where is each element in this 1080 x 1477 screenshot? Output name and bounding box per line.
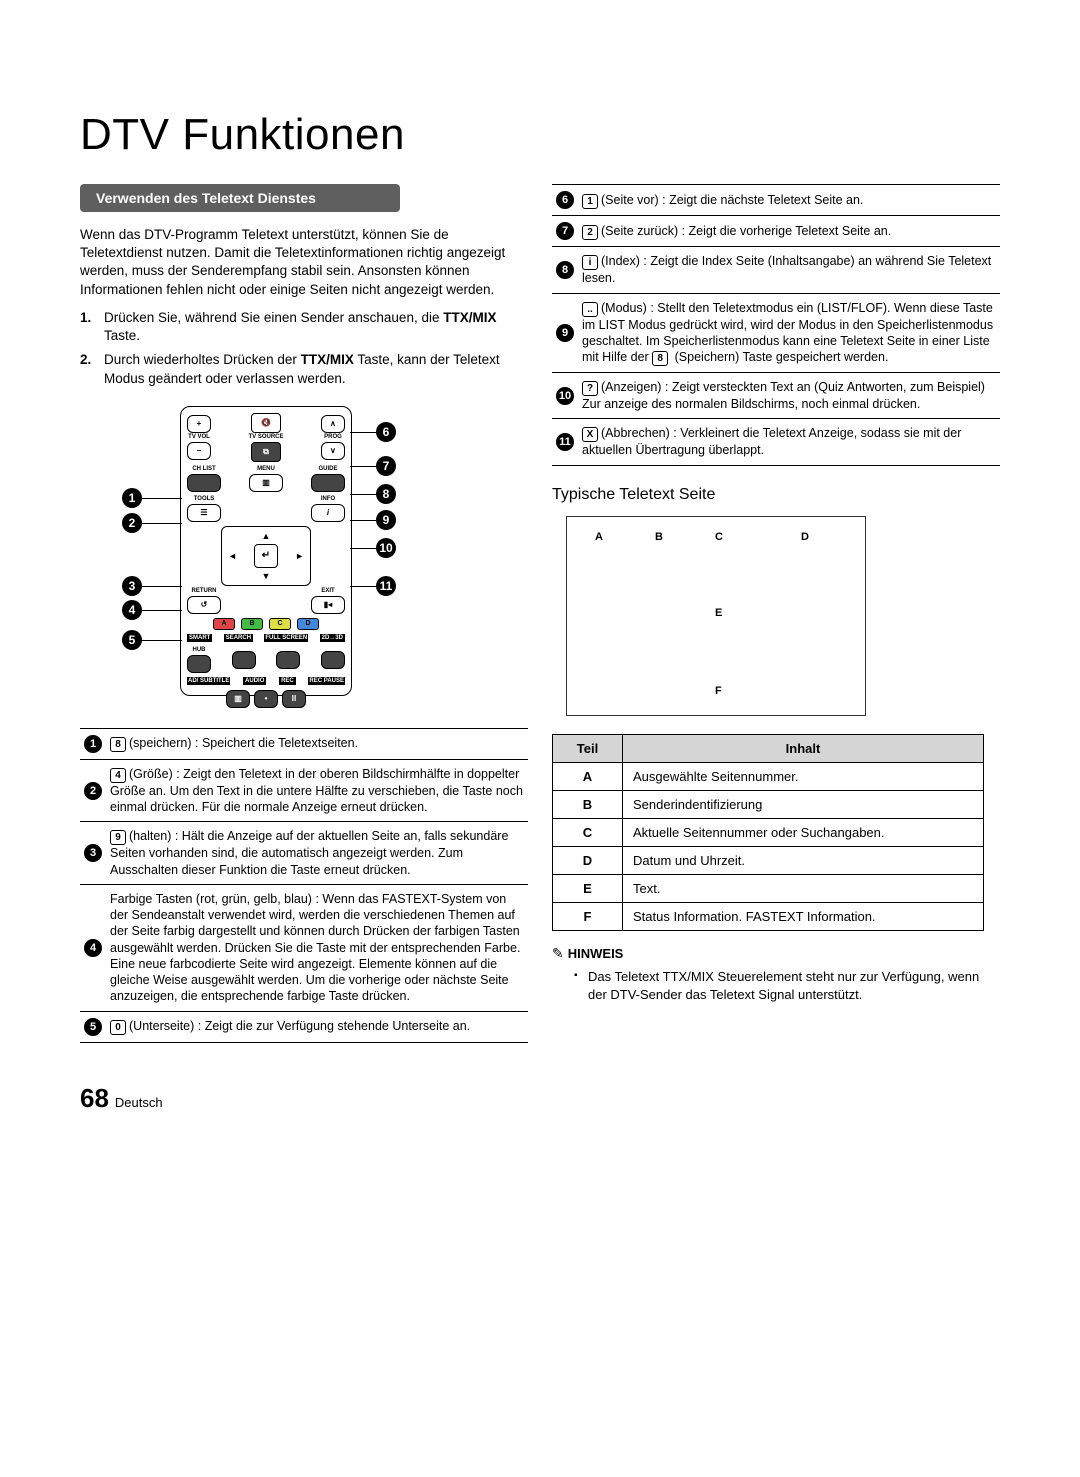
marker-3: 3 bbox=[122, 576, 142, 596]
marker-10: 10 bbox=[376, 538, 396, 558]
remote-diagram: +TV VOL− 🔇TV SOURCE⧉ ∧PROG∨ CH LIST MENU… bbox=[80, 398, 528, 718]
left-table: 1 8(speichern) : Speichert die Teletexts… bbox=[80, 728, 528, 1043]
marker-6: 6 bbox=[376, 422, 396, 442]
marker-5: 5 bbox=[122, 630, 142, 650]
page-title: DTV Funktionen bbox=[80, 110, 1000, 160]
step-2: Durch wiederholtes Drücken der TTX/MIX T… bbox=[80, 351, 528, 387]
step-1: Drücken Sie, während Sie einen Sender an… bbox=[80, 309, 528, 345]
right-table: 6 1(Seite vor) : Zeigt die nächste Telet… bbox=[552, 184, 1000, 466]
intro-text: Wenn das DTV-Programm Teletext unterstüt… bbox=[80, 226, 528, 299]
marker-11: 11 bbox=[376, 576, 396, 596]
marker-1: 1 bbox=[122, 488, 142, 508]
left-column: Verwenden des Teletext Dienstes Wenn das… bbox=[80, 184, 528, 1043]
marker-7: 7 bbox=[376, 456, 396, 476]
marker-8: 8 bbox=[376, 484, 396, 504]
note-icon: ✎ bbox=[552, 945, 564, 961]
note-body: Das Teletext TTX/MIX Steuerelement steht… bbox=[552, 968, 1000, 1004]
steps-list: Drücken Sie, während Sie einen Sender an… bbox=[80, 309, 528, 388]
teletext-layout-box: A B C D E F bbox=[566, 516, 866, 716]
note-heading: ✎HINWEIS bbox=[552, 945, 1000, 962]
marker-4: 4 bbox=[122, 600, 142, 620]
page-footer: 68Deutsch bbox=[80, 1083, 1000, 1114]
marker-9: 9 bbox=[376, 510, 396, 530]
marker-2: 2 bbox=[122, 513, 142, 533]
parts-table: TeilInhalt AAusgewählte Seitennummer. BS… bbox=[552, 734, 984, 931]
right-column: 6 1(Seite vor) : Zeigt die nächste Telet… bbox=[552, 184, 1000, 1043]
subhead: Typische Teletext Seite bbox=[552, 486, 1000, 504]
section-title-bar: Verwenden des Teletext Dienstes bbox=[80, 184, 400, 212]
